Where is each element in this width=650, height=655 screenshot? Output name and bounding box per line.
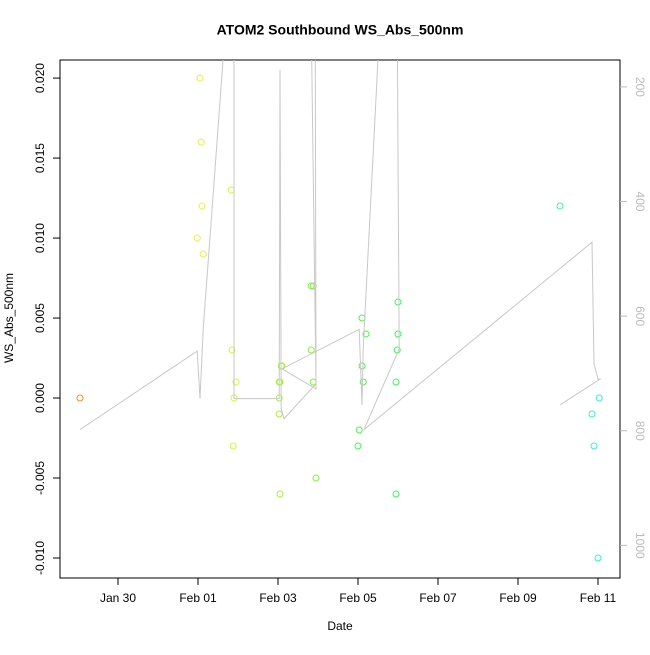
y2-line: [79, 60, 602, 431]
point: [358, 314, 366, 322]
point: [276, 490, 284, 498]
point: [392, 378, 400, 386]
y-tick-label: -0.005: [33, 461, 47, 495]
y2-tick-label: 600: [633, 306, 647, 326]
x-tick-label: Jan 30: [100, 591, 136, 605]
point: [355, 426, 363, 434]
point: [590, 442, 598, 450]
point: [394, 298, 402, 306]
y-tick-label: 0.005: [33, 303, 47, 333]
point: [228, 346, 236, 354]
y-tick-label: -0.010: [33, 541, 47, 575]
point: [307, 346, 315, 354]
y-tick-label: 0.020: [33, 63, 47, 93]
point: [312, 474, 320, 482]
point: [275, 410, 283, 418]
point: [594, 554, 602, 562]
point: [276, 378, 284, 386]
y2-tick-label: 200: [633, 77, 647, 97]
chart-title: ATOM2 Southbound WS_Abs_500nm: [217, 22, 464, 38]
point: [394, 330, 402, 338]
point: [196, 74, 204, 82]
x-tick-label: Feb 11: [580, 591, 617, 605]
x-axis-title: Date: [327, 619, 353, 633]
point: [392, 490, 400, 498]
point: [556, 202, 564, 210]
y-axis-title: WS_Abs_500nm: [2, 273, 16, 363]
point: [359, 378, 367, 386]
point: [588, 410, 596, 418]
point: [595, 394, 603, 402]
point: [76, 394, 84, 402]
point: [227, 186, 235, 194]
y2-tick-label: 1000: [633, 532, 647, 559]
point: [362, 330, 370, 338]
plot-frame: [59, 59, 621, 579]
point: [307, 282, 315, 290]
y-tick-label: 0.015: [33, 143, 47, 173]
point: [193, 234, 201, 242]
point: [232, 378, 240, 386]
y-tick-label: 0.000: [33, 383, 47, 413]
point: [229, 442, 237, 450]
point: [198, 202, 206, 210]
plot-area: [76, 60, 603, 562]
y2-tick-label: 400: [633, 192, 647, 212]
x-tick-label: Feb 07: [419, 591, 457, 605]
point: [199, 250, 207, 258]
point: [197, 138, 205, 146]
x-tick-label: Feb 05: [339, 591, 377, 605]
y-tick-label: 0.010: [33, 223, 47, 253]
point: [354, 442, 362, 450]
point: [358, 362, 366, 370]
x-tick-label: Feb 01: [179, 591, 217, 605]
x-tick-label: Feb 09: [499, 591, 537, 605]
y2-tick-label: 800: [633, 421, 647, 441]
x-tick-label: Feb 03: [259, 591, 297, 605]
